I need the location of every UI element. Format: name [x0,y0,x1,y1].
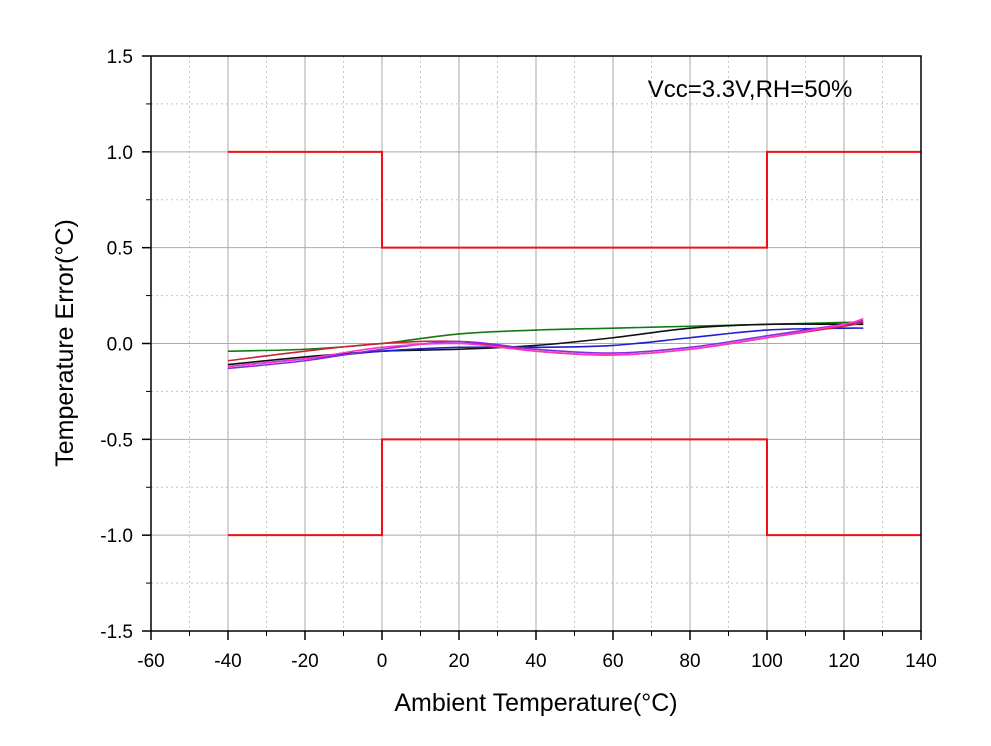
condition-annotation: Vcc=3.3V,RH=50% [648,76,853,103]
x-tick-label: 20 [448,651,469,672]
y-tick-label: 1.5 [107,47,133,68]
series-line-3 [227,327,864,368]
y-tick-label: 1.0 [107,143,133,164]
y-tick-label: -1.5 [100,622,133,643]
axis-ticks [142,55,922,640]
x-tick-label: 60 [602,651,623,672]
y-axis-title: Temperature Error(°C) [51,219,79,467]
x-tick-label: -40 [214,651,241,672]
y-tick-label: -0.5 [100,430,133,451]
lower-limit-line [228,438,921,537]
x-tick-labels: -60 -40 -20 0 20 40 60 80 100 120 140 [137,651,937,672]
data-series [227,317,864,370]
x-tick-label: 80 [679,651,700,672]
x-tick-label: 0 [377,651,388,672]
spec-limit-lines [228,150,921,537]
x-tick-label: 100 [751,651,783,672]
y-tick-label: 0.0 [107,335,133,356]
series-line-6 [227,317,864,368]
y-tick-label: -1.0 [100,526,133,547]
y-tick-labels: -1.5 -1.0 -0.5 0.0 0.5 1.0 1.5 [100,47,133,643]
upper-limit-line [228,150,921,249]
x-tick-label: -60 [137,651,164,672]
y-tick-label: 0.5 [107,239,133,260]
series-line-5 [227,319,864,370]
x-tick-label: 140 [905,651,937,672]
x-tick-label: 40 [525,651,546,672]
x-axis-title: Ambient Temperature(°C) [394,689,677,717]
x-tick-label: 120 [828,651,860,672]
x-tick-label: -20 [291,651,318,672]
